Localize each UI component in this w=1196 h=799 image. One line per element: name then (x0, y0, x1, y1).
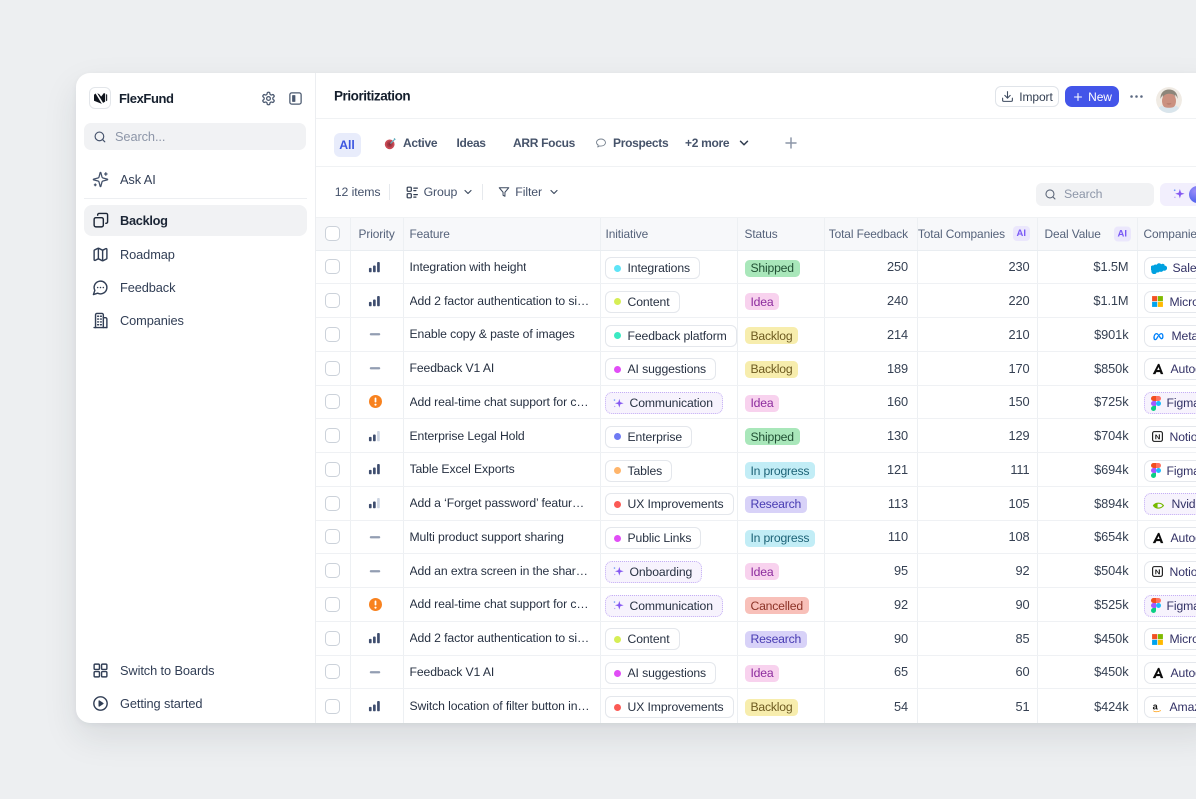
svg-text:a: a (1152, 701, 1158, 711)
